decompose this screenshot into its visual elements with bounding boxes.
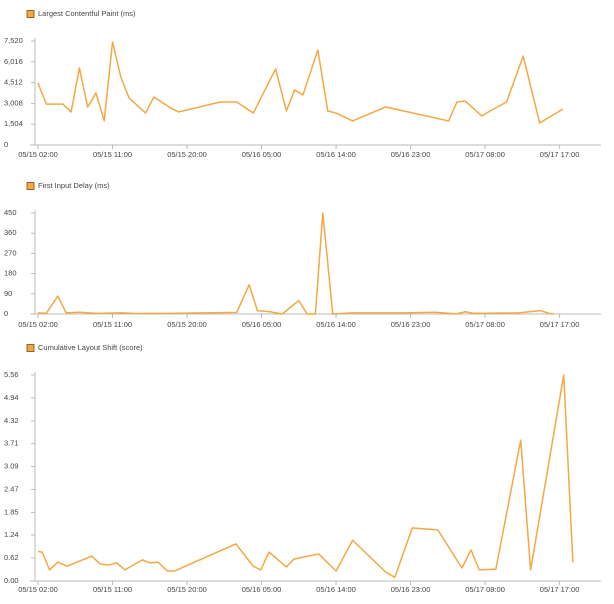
x-tick-label: 05/17 17:00 <box>540 585 580 594</box>
y-tick-label: 1.24 <box>4 530 19 539</box>
x-tick-label: 05/15 20:00 <box>167 320 207 329</box>
x-tick-label: 05/17 17:00 <box>540 150 580 159</box>
y-tick-label: 5.56 <box>4 370 19 379</box>
y-tick-label: 0.62 <box>4 553 19 562</box>
x-tick-label: 05/17 17:00 <box>540 320 580 329</box>
x-tick-label: 05/15 02:00 <box>18 150 58 159</box>
y-tick-label: 0 <box>4 309 8 318</box>
y-tick-label: 270 <box>4 248 17 257</box>
x-tick-label: 05/16 05:00 <box>242 585 282 594</box>
series-line <box>37 212 554 315</box>
series-line <box>37 374 574 579</box>
y-tick-label: 0.00 <box>4 576 19 585</box>
y-tick-label: 7,520 <box>4 36 23 45</box>
x-tick-label: 05/16 14:00 <box>316 320 356 329</box>
y-tick-label: 180 <box>4 269 17 278</box>
x-tick-label: 05/17 08:00 <box>465 150 505 159</box>
x-tick-label: 05/17 08:00 <box>465 320 505 329</box>
series-line <box>37 41 564 124</box>
y-tick-label: 3,008 <box>4 98 23 107</box>
x-tick-label: 05/15 11:00 <box>93 585 132 594</box>
x-tick-label: 05/16 23:00 <box>391 585 431 594</box>
x-tick-label: 05/17 08:00 <box>465 585 505 594</box>
legend-label: Largest Contentful Paint (ms) <box>38 9 136 18</box>
y-tick-label: 360 <box>4 228 17 237</box>
x-tick-label: 05/15 02:00 <box>18 585 58 594</box>
legend-swatch <box>26 344 35 352</box>
legend-swatch <box>26 10 35 18</box>
y-tick-label: 4.32 <box>4 416 19 425</box>
x-tick-label: 05/16 14:00 <box>316 150 356 159</box>
x-tick-label: 05/16 05:00 <box>242 320 282 329</box>
y-tick-label: 90 <box>4 289 12 298</box>
legend-label: Cumulative Layout Shift (score) <box>38 343 143 352</box>
x-tick-label: 05/15 02:00 <box>18 320 58 329</box>
y-tick-label: 4,512 <box>4 78 23 87</box>
y-tick-label: 2.47 <box>4 484 19 493</box>
x-tick-label: 05/15 11:00 <box>93 150 132 159</box>
y-tick-label: 1.85 <box>4 507 19 516</box>
y-tick-label: 450 <box>4 208 17 217</box>
y-tick-label: 1,504 <box>4 119 23 128</box>
y-tick-label: 4.94 <box>4 393 19 402</box>
x-tick-label: 05/16 05:00 <box>242 150 282 159</box>
y-tick-label: 3.09 <box>4 461 19 470</box>
x-tick-label: 05/16 23:00 <box>391 320 431 329</box>
x-tick-label: 05/15 11:00 <box>93 320 132 329</box>
x-tick-label: 05/15 20:00 <box>167 150 207 159</box>
y-tick-label: 3.71 <box>4 439 19 448</box>
y-tick-label: 0 <box>4 140 8 149</box>
y-tick-label: 6,016 <box>4 57 23 66</box>
x-tick-label: 05/16 14:00 <box>316 585 356 594</box>
legend-label: First Input Delay (ms) <box>38 181 110 190</box>
x-tick-label: 05/16 23:00 <box>391 150 431 159</box>
legend-swatch <box>26 182 35 190</box>
x-tick-label: 05/15 20:00 <box>167 585 207 594</box>
